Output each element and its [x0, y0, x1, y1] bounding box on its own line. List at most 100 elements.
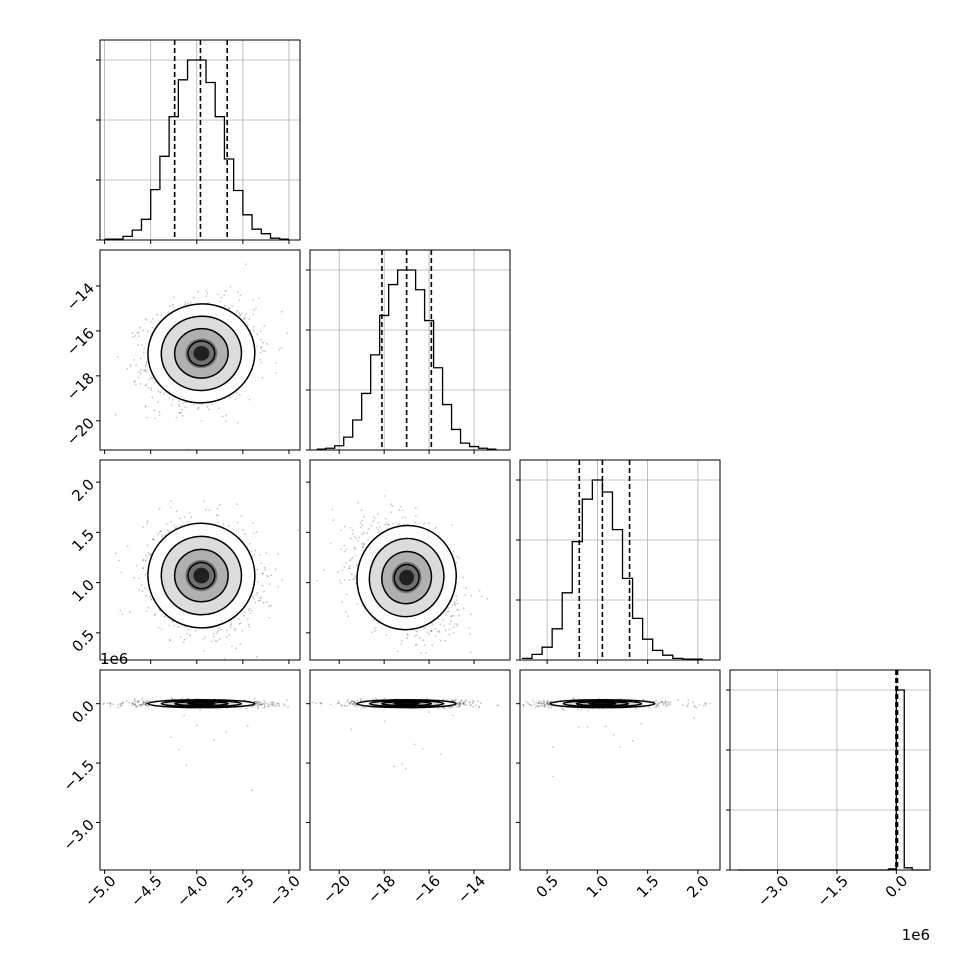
scatter-point	[259, 330, 262, 333]
scatter-point	[348, 567, 351, 570]
scatter-point	[411, 663, 413, 665]
scatter-point	[443, 624, 445, 627]
scatter-point	[250, 550, 253, 553]
contour-line	[381, 550, 433, 605]
scatter-point	[145, 555, 148, 558]
scatter-point	[137, 700, 140, 702]
scatter-point	[133, 577, 135, 579]
scatter-point	[453, 623, 456, 625]
contour-line	[368, 537, 445, 618]
scatter-point	[168, 531, 171, 533]
scatter-point	[264, 568, 267, 571]
scatter-point	[130, 365, 133, 368]
scatter-point	[211, 403, 214, 406]
scatter-point	[172, 306, 175, 308]
scatter-point	[117, 703, 119, 706]
scatter-point	[345, 548, 348, 551]
scatter-point	[147, 551, 150, 554]
scatter-point	[173, 624, 176, 627]
scatter-point	[266, 342, 268, 345]
scatter-point	[456, 624, 459, 627]
scatter-point	[154, 613, 157, 616]
scatter-point	[170, 520, 172, 523]
scatter-point	[158, 531, 161, 534]
scatter-point	[259, 346, 262, 349]
scatter-point	[224, 305, 226, 307]
scatter-point	[255, 701, 258, 704]
scatter-point	[406, 633, 409, 636]
scatter-point	[147, 330, 149, 333]
scatter-point	[151, 317, 154, 320]
scatter-point	[212, 632, 215, 635]
scatter-point	[450, 615, 453, 617]
scatter-point	[140, 357, 142, 360]
scatter-point	[278, 705, 280, 707]
scatter-point	[169, 639, 172, 642]
scatter-point	[340, 582, 343, 585]
scatter-point	[182, 641, 185, 644]
scatter-point	[354, 535, 356, 538]
scatter-point	[286, 332, 288, 335]
scatter-point	[149, 595, 152, 598]
scatter-point	[173, 524, 176, 527]
pair-panel-1-2	[309, 459, 511, 665]
scatter-point	[183, 638, 186, 641]
scatter-point	[196, 408, 199, 411]
scatter-point	[430, 629, 433, 632]
scatter-point	[277, 702, 279, 705]
scatter-point	[355, 537, 358, 540]
scatter-point	[144, 560, 147, 563]
scatter-point	[197, 406, 200, 409]
scatter-point	[271, 701, 274, 704]
scatter-point	[157, 533, 159, 536]
scatter-point	[153, 417, 156, 420]
scatter-point	[133, 359, 136, 361]
scatter-point	[148, 700, 151, 702]
scatter-point	[139, 372, 142, 375]
scatter-point	[218, 638, 221, 640]
scatter-point	[235, 311, 238, 313]
scatter-point	[242, 529, 244, 531]
scatter-point	[153, 538, 156, 541]
scatter-point	[252, 299, 255, 301]
scatter-point	[134, 703, 137, 705]
scatter-point	[166, 529, 169, 532]
scatter-point	[147, 700, 150, 703]
scatter-point	[181, 408, 184, 411]
scatter-point	[254, 601, 256, 604]
scatter-point	[106, 702, 109, 704]
scatter-point	[150, 321, 152, 323]
scatter-point	[144, 384, 147, 387]
scatter-point	[245, 313, 247, 315]
scatter-point	[259, 597, 262, 600]
scatter-point	[259, 554, 262, 556]
scatter-point	[236, 422, 239, 424]
scatter-point	[168, 624, 170, 627]
scatter-point	[160, 314, 163, 317]
scatter-point	[142, 703, 145, 706]
scatter-point	[422, 639, 425, 642]
contour-line	[187, 561, 216, 590]
scatter-point	[137, 331, 140, 334]
scatter-point	[119, 705, 122, 708]
scatter-point	[386, 527, 389, 530]
scatter-point	[143, 700, 145, 703]
scatter-point	[159, 391, 162, 394]
scatter-point	[171, 398, 174, 401]
scatter-point	[398, 523, 400, 525]
scatter-point	[186, 520, 189, 523]
scatter-point	[351, 556, 354, 559]
scatter-point	[373, 517, 376, 519]
scatter-point	[270, 574, 273, 577]
scatter-point	[349, 564, 351, 567]
scatter-point	[401, 509, 404, 511]
scatter-point	[238, 312, 241, 315]
scatter-point	[262, 601, 265, 604]
scatter-point	[424, 627, 427, 629]
scatter-point	[217, 630, 219, 632]
scatter-point	[351, 573, 353, 576]
scatter-point	[392, 522, 394, 525]
scatter-point	[352, 578, 355, 581]
scatter-point	[150, 387, 153, 389]
scatter-point	[146, 416, 148, 419]
